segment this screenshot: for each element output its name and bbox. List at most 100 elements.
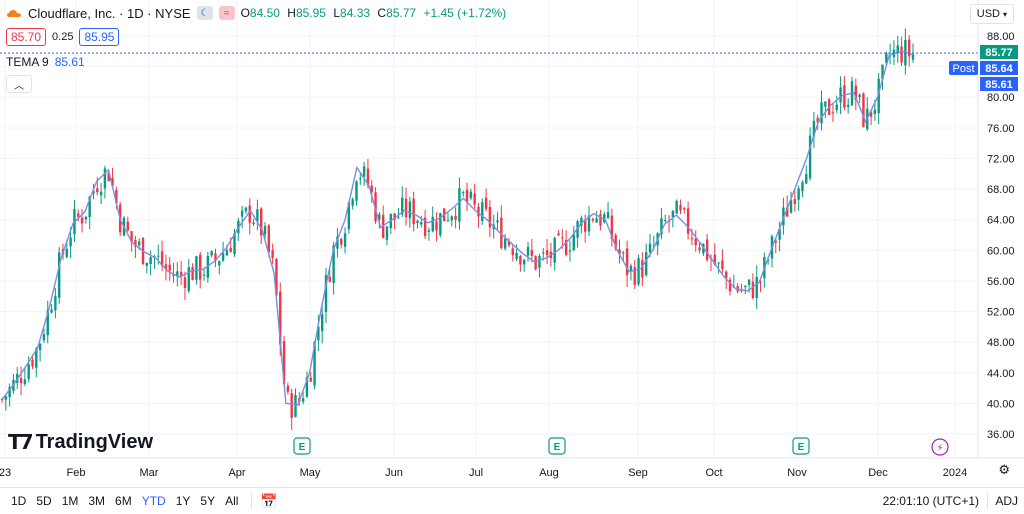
symbol-legend[interactable]: Cloudflare, Inc. · 1D · NYSE ☾ ≈ O84.50 … — [6, 4, 510, 22]
candle-body — [427, 230, 431, 233]
candle-body — [481, 202, 484, 222]
earnings-marker-label: E — [299, 442, 306, 453]
time-tick-label: Jun — [385, 467, 403, 479]
candle-body — [587, 215, 591, 232]
price-chart[interactable]: 88.0084.0080.0076.0072.0068.0064.0060.00… — [0, 0, 1024, 487]
candle-body — [229, 247, 232, 253]
currency-button[interactable]: USD ▾ — [969, 4, 1014, 24]
candle-body — [805, 174, 808, 184]
gear-icon[interactable]: ⚙ — [998, 462, 1010, 477]
candle-body — [557, 233, 560, 236]
moon-icon[interactable]: ☾ — [196, 6, 213, 20]
price-tick-label: 88.00 — [987, 31, 1015, 43]
candle-body — [191, 267, 194, 280]
candle-body — [854, 85, 858, 101]
candle-body — [309, 377, 312, 382]
candle-body — [542, 252, 545, 254]
candle-body — [416, 220, 419, 224]
candle-body — [218, 261, 221, 266]
candle-body — [789, 199, 793, 213]
candle-body — [183, 277, 187, 288]
candle-body — [439, 212, 442, 236]
candle-body — [370, 185, 373, 193]
candle-body — [176, 271, 179, 277]
timeframe-3m[interactable]: 3M — [88, 494, 106, 508]
candle-body — [8, 386, 11, 398]
candle-body — [862, 93, 865, 127]
candle-body — [210, 251, 213, 256]
tradingview-logo[interactable]: 𝗧𝟳 TradingView — [8, 430, 153, 455]
bid-price[interactable]: 85.70 — [6, 28, 47, 46]
candle-body — [511, 248, 514, 256]
timeframe-6m[interactable]: 6M — [115, 494, 132, 508]
candle-body — [275, 258, 278, 296]
candle-body — [27, 364, 30, 379]
candle-body — [816, 117, 819, 123]
candle-body — [801, 182, 804, 191]
candle-body — [103, 168, 107, 189]
candle-body — [519, 255, 522, 265]
candle-body — [199, 254, 202, 280]
symbol-title[interactable]: Cloudflare, Inc. · 1D · NYSE — [28, 5, 191, 21]
collapse-legend-button[interactable]: ︿ — [6, 75, 32, 93]
candle-body — [340, 238, 343, 245]
candle-body — [240, 210, 244, 217]
candle-body — [572, 234, 575, 251]
divider — [987, 493, 988, 509]
timeframe-1d[interactable]: 1D — [11, 494, 27, 508]
candle-body — [362, 166, 366, 177]
candle-body — [31, 359, 34, 367]
tema-price-label: 85.61 — [985, 79, 1013, 91]
candle-body — [454, 215, 457, 220]
earnings-marker-icon — [792, 437, 810, 455]
candle-body — [717, 262, 720, 264]
post-price-label: 85.64 — [985, 63, 1013, 75]
candle-body — [450, 216, 453, 221]
candle-body — [54, 296, 57, 311]
ask-price[interactable]: 85.95 — [79, 28, 120, 46]
timeframe-5d[interactable]: 5D — [36, 494, 52, 508]
candle-body — [195, 256, 198, 280]
calendar-range-icon[interactable]: 📅 — [260, 492, 278, 509]
candle-body — [221, 252, 225, 261]
candle-body — [869, 111, 873, 117]
chevron-up-icon: ︿ — [14, 80, 24, 92]
candle-body — [404, 198, 408, 218]
candle-body — [351, 199, 354, 206]
candle-body — [523, 259, 526, 265]
candle-body — [831, 112, 835, 114]
timeframe-all[interactable]: All — [225, 494, 239, 508]
timeframe-1m[interactable]: 1M — [61, 494, 79, 508]
candle-body — [740, 290, 743, 292]
candle-body — [637, 258, 640, 285]
candle-body — [877, 78, 880, 114]
candle-body — [561, 237, 564, 239]
price-tick-label: 56.00 — [987, 276, 1015, 288]
price-tick-label: 76.00 — [987, 123, 1015, 135]
candle-body — [301, 398, 305, 402]
candle-body — [751, 281, 755, 299]
candle-body — [900, 46, 903, 63]
timeframe-1y[interactable]: 1Y — [175, 494, 191, 508]
time-tick-label: Sep — [628, 467, 648, 479]
indicator-legend[interactable]: TEMA 9 85.61 — [6, 55, 85, 69]
tema-line — [1, 50, 914, 406]
candle-body — [92, 190, 95, 194]
candle-body — [343, 233, 347, 247]
candle-body — [675, 200, 678, 214]
candle-body — [538, 255, 541, 268]
candle-body — [839, 87, 842, 103]
candle-body — [603, 214, 606, 223]
change-value: +1.45 (+1.72%) — [423, 6, 507, 20]
adj-button[interactable]: ADJ — [995, 494, 1018, 508]
candle-body — [271, 250, 274, 258]
candle-body — [252, 222, 255, 225]
candle-body — [290, 393, 293, 418]
wave-icon[interactable]: ≈ — [218, 6, 235, 20]
time-tick-label: Nov — [787, 467, 807, 479]
candle-body — [728, 279, 732, 292]
timeframe-5y[interactable]: 5Y — [200, 494, 216, 508]
clock[interactable]: 22:01:10 (UTC+1) — [882, 494, 979, 508]
candle-body — [214, 253, 217, 261]
timeframe-ytd[interactable]: YTD — [141, 494, 166, 508]
